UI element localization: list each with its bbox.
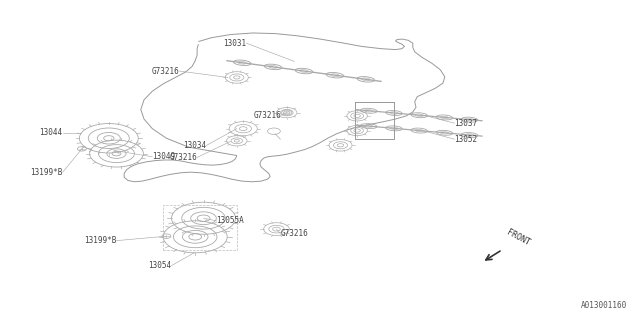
Text: 13199*B: 13199*B: [84, 236, 116, 245]
Text: G73216: G73216: [170, 153, 197, 162]
Text: 13031: 13031: [223, 39, 246, 48]
Text: 13044: 13044: [40, 128, 63, 137]
Text: A013001160: A013001160: [581, 301, 627, 310]
Text: 13055A: 13055A: [216, 216, 244, 225]
Text: G73216: G73216: [152, 67, 179, 76]
Text: 13049: 13049: [152, 152, 175, 161]
Text: G73216: G73216: [280, 229, 308, 238]
Text: 13199*B: 13199*B: [30, 168, 63, 177]
Text: 13054: 13054: [148, 261, 172, 270]
Text: 13037: 13037: [454, 119, 477, 128]
Text: FRONT: FRONT: [505, 227, 531, 247]
Text: G73216: G73216: [254, 111, 282, 120]
Text: 13052: 13052: [454, 135, 477, 144]
Text: 13034: 13034: [183, 141, 206, 150]
